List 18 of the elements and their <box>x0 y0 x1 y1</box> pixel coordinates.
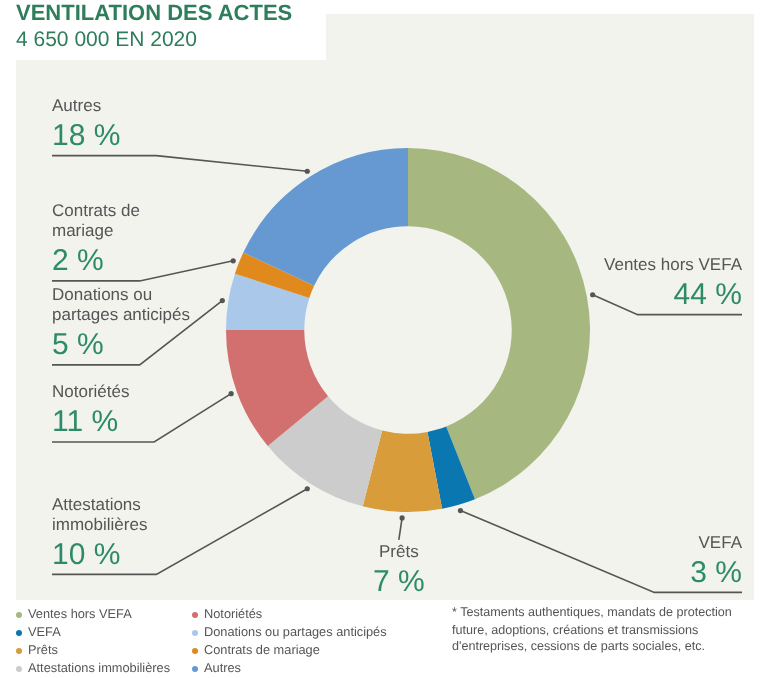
slice-label: Donations ou partages anticipés <box>52 284 190 325</box>
chart-subtitle: 4 650 000 EN 2020 <box>16 28 199 52</box>
slice-label: Ventes hors VEFA <box>604 253 743 274</box>
data-label: 44 % <box>673 277 742 312</box>
slice-label: Prêts <box>378 541 419 562</box>
data-label: 5 % <box>52 328 104 363</box>
slice-label: VEFA <box>698 531 743 552</box>
slice-label: Notoriétés <box>52 381 130 402</box>
data-label: 18 % <box>52 118 121 153</box>
chart-title: VENTILATION DES ACTES <box>16 2 295 28</box>
data-label: 7 % <box>372 565 425 600</box>
slice-label: Attestations immobilières <box>52 493 148 534</box>
slice-label: Autres <box>52 94 102 115</box>
slice-label: Contrats de mariage <box>52 200 141 241</box>
data-label: 2 % <box>52 244 104 279</box>
data-label: 10 % <box>52 537 121 572</box>
data-label: 11 % <box>52 405 119 440</box>
data-label: 3 % <box>690 555 742 590</box>
